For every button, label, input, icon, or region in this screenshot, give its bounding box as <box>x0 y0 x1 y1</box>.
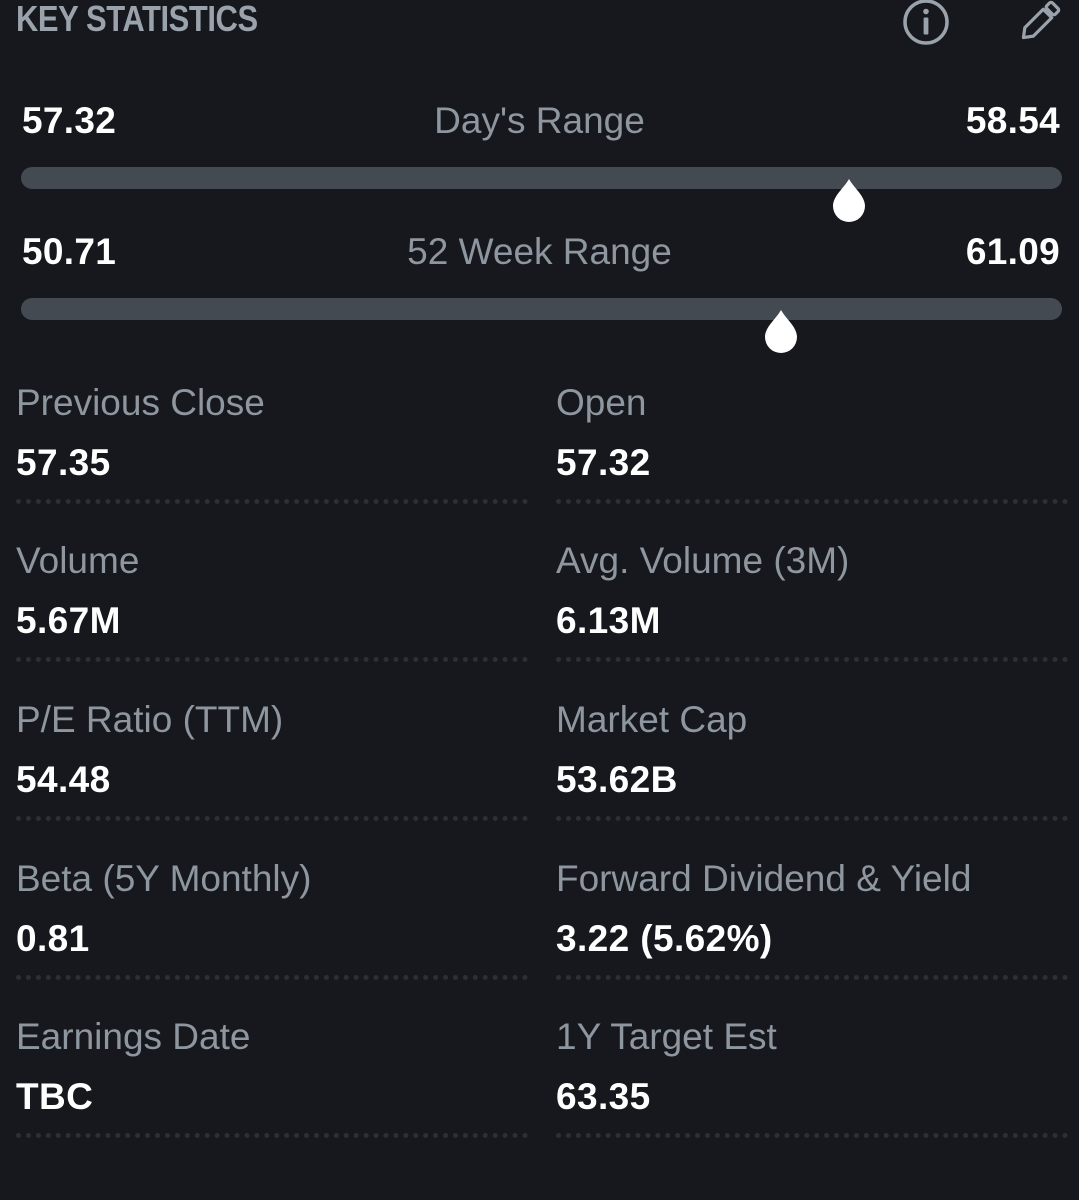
stat-value: 57.32 <box>556 442 651 483</box>
stat-value: 3.22 (5.62%) <box>556 918 773 959</box>
stat-label: Earnings Date <box>16 1016 251 1057</box>
days-range: 57.32 Day's Range 58.54 <box>0 100 1079 222</box>
stat-volume: Volume 5.67M <box>16 536 528 694</box>
dotted-divider <box>16 975 528 980</box>
days-range-marker <box>832 179 866 223</box>
dotted-divider <box>16 499 528 504</box>
dotted-divider <box>556 975 1068 980</box>
stat-value: 53.62B <box>556 759 678 800</box>
stat-label: Volume <box>16 540 140 581</box>
section-title: KEY STATISTICS <box>16 0 258 39</box>
days-range-low: 57.32 <box>22 100 117 141</box>
pencil-edit-icon[interactable] <box>1014 0 1064 47</box>
stat-open: Open 57.32 <box>556 378 1068 536</box>
stat-value: 54.48 <box>16 759 111 800</box>
stat-value: TBC <box>16 1076 94 1117</box>
stat-forward-dividend: Forward Dividend & Yield 3.22 (5.62%) <box>556 854 1068 1012</box>
stat-avg-volume: Avg. Volume (3M) 6.13M <box>556 536 1068 694</box>
stat-label: Avg. Volume (3M) <box>556 540 850 581</box>
week52-range-low: 50.71 <box>22 231 117 272</box>
stat-value: 5.67M <box>16 600 121 641</box>
week52-range-marker <box>764 310 798 354</box>
days-range-label: Day's Range <box>434 100 645 141</box>
stat-value: 6.13M <box>556 600 661 641</box>
dotted-divider <box>556 816 1068 821</box>
days-range-track <box>21 167 1062 222</box>
dotted-divider <box>16 1133 528 1138</box>
dotted-divider <box>556 499 1068 504</box>
stat-label: Market Cap <box>556 699 748 740</box>
dotted-divider <box>556 657 1068 662</box>
week52-range: 50.71 52 Week Range 61.09 <box>0 231 1079 353</box>
key-statistics-header: KEY STATISTICS <box>0 0 1079 48</box>
stat-value: 0.81 <box>16 918 90 959</box>
stat-previous-close: Previous Close 57.35 <box>16 378 528 536</box>
dotted-divider <box>16 816 528 821</box>
stat-target-est: 1Y Target Est 63.35 <box>556 1012 1068 1170</box>
week52-range-label: 52 Week Range <box>407 231 672 272</box>
stat-label: P/E Ratio (TTM) <box>16 699 284 740</box>
stat-label: Previous Close <box>16 382 265 423</box>
stat-earnings-date: Earnings Date TBC <box>16 1012 528 1170</box>
stat-label: Beta (5Y Monthly) <box>16 858 312 899</box>
info-icon[interactable] <box>901 0 951 47</box>
week52-range-track <box>21 298 1062 353</box>
dotted-divider <box>556 1133 1068 1138</box>
dotted-divider <box>16 657 528 662</box>
week52-range-high: 61.09 <box>965 231 1060 272</box>
stat-label: 1Y Target Est <box>556 1016 777 1057</box>
stat-beta: Beta (5Y Monthly) 0.81 <box>16 854 528 1012</box>
stat-label: Open <box>556 382 647 423</box>
stat-value: 63.35 <box>556 1076 651 1117</box>
stat-label: Forward Dividend & Yield <box>556 858 972 899</box>
stat-value: 57.35 <box>16 442 111 483</box>
stat-market-cap: Market Cap 53.62B <box>556 695 1068 853</box>
stat-pe-ratio: P/E Ratio (TTM) 54.48 <box>16 695 528 853</box>
days-range-high: 58.54 <box>965 100 1060 141</box>
